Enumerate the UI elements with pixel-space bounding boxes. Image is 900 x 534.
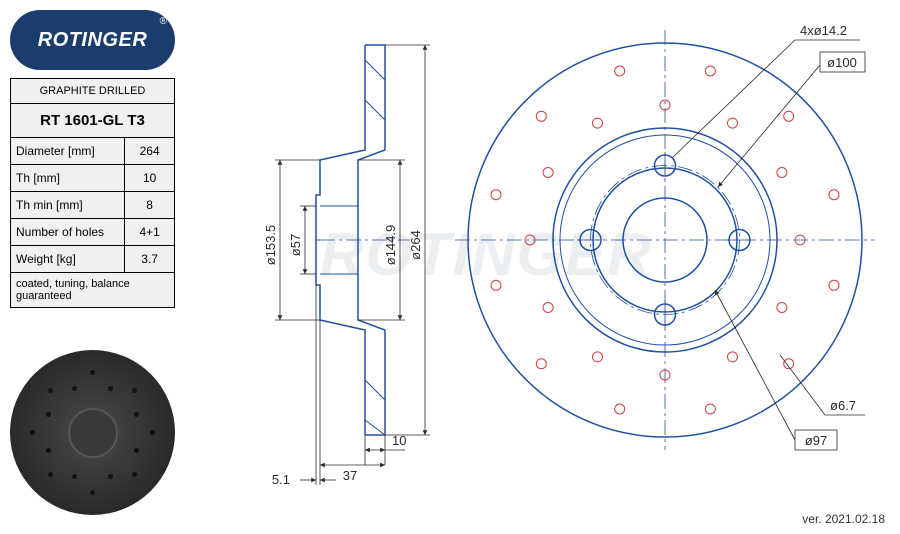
- spec-value: 8: [125, 192, 175, 219]
- dim-d144: ø144.9: [383, 225, 398, 265]
- version-label: ver. 2021.02.18: [802, 512, 885, 526]
- spec-value: 10: [125, 165, 175, 192]
- registered-mark: ®: [160, 16, 167, 27]
- dim-d264: ø264: [408, 230, 423, 260]
- callout-6.7: ø6.7: [830, 398, 856, 413]
- dim-d153: ø153.5: [263, 225, 278, 265]
- spec-table: GRAPHITE DRILLED RT 1601-GL T3 Diameter …: [10, 78, 175, 308]
- part-number: RT 1601-GL T3: [11, 104, 175, 138]
- product-type: GRAPHITE DRILLED: [11, 79, 175, 104]
- brand-logo: ROTINGER ®: [10, 10, 175, 70]
- technical-drawing: ø264 ø144.9 ø153.5 ø57 5.1 37 1: [185, 10, 890, 505]
- callout-hub: ø97: [805, 433, 827, 448]
- spec-value: 3.7: [125, 246, 175, 273]
- spec-label: Diameter [mm]: [11, 138, 125, 165]
- spec-value: 4+1: [125, 219, 175, 246]
- spec-label: Th [mm]: [11, 165, 125, 192]
- spec-footer: coated, tuning, balance guaranteed: [11, 273, 175, 308]
- callout-4x14: 4xø14.2: [800, 23, 847, 38]
- spec-label: Weight [kg]: [11, 246, 125, 273]
- spec-label: Th min [mm]: [11, 192, 125, 219]
- dim-5.1: 5.1: [272, 472, 290, 487]
- callout-pcd: ø100: [827, 55, 857, 70]
- dim-d57: ø57: [288, 234, 303, 256]
- brand-name: ROTINGER: [38, 29, 148, 52]
- disc-center: [68, 408, 118, 458]
- spec-value: 264: [125, 138, 175, 165]
- dim-10: 10: [392, 433, 406, 448]
- spec-label: Number of holes: [11, 219, 125, 246]
- product-photo: [10, 350, 175, 515]
- dim-37: 37: [343, 468, 357, 483]
